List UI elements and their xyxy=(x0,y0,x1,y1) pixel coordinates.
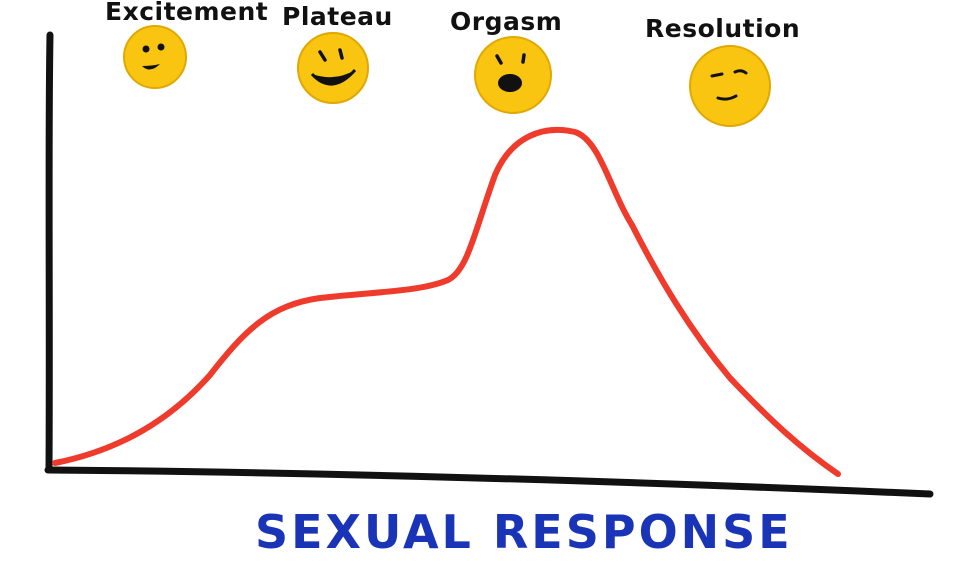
phase-label-orgasm: Orgasm xyxy=(450,7,562,36)
x-axis-title: SEXUAL RESPONSE xyxy=(255,505,793,559)
phase-label-resolution: Resolution xyxy=(645,14,800,43)
open-mouth-face-icon xyxy=(474,36,552,114)
response-curve xyxy=(52,126,841,477)
grinning-face-icon xyxy=(297,32,369,104)
y-axis xyxy=(45,31,54,474)
phase-label-excitement: Excitement xyxy=(105,0,268,26)
smiling-face-icon xyxy=(123,25,187,89)
phase-label-plateau: Plateau xyxy=(282,2,393,31)
content-sleepy-face-icon xyxy=(689,45,771,127)
x-axis xyxy=(44,466,934,498)
